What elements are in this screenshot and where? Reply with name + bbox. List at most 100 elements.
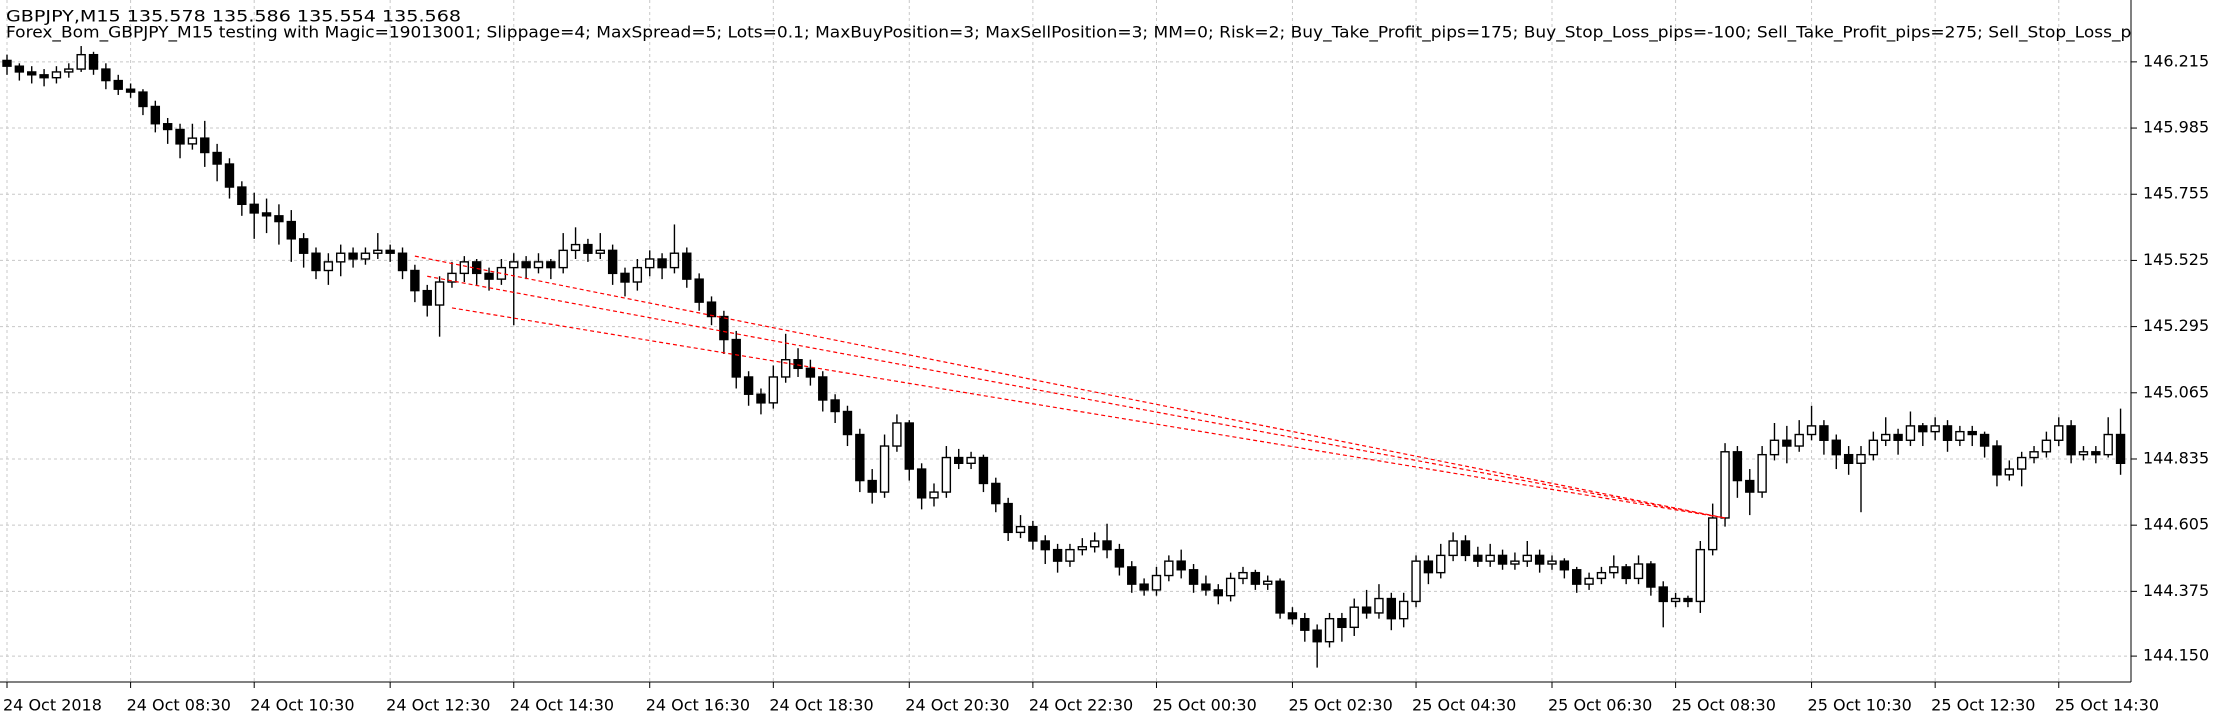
- candle-body: [1856, 453, 1866, 464]
- candle-body: [385, 249, 395, 254]
- candle-body: [1263, 580, 1273, 585]
- plot: [2, 46, 2126, 668]
- candle-body: [1819, 425, 1829, 441]
- candle-body: [1658, 586, 1668, 603]
- candle-body: [595, 249, 605, 254]
- candle-body: [1831, 439, 1841, 456]
- candle-body: [336, 252, 346, 263]
- candle-body: [632, 266, 643, 283]
- candle-body: [1238, 571, 1248, 580]
- candle-body: [64, 68, 74, 73]
- candle-body: [1782, 439, 1792, 447]
- chart-subtitle: Forex_Bom_GBPJPY_M15 testing with Magic=…: [6, 23, 2136, 43]
- candle-body: [39, 74, 49, 79]
- x-tick-label: 25 Oct 14:30: [2055, 696, 2159, 715]
- candle-body: [298, 238, 309, 254]
- candle-body: [496, 266, 507, 280]
- candle-body: [471, 261, 482, 275]
- candle-body: [1337, 617, 1347, 629]
- candle-body: [27, 71, 37, 76]
- x-tick-label: 25 Oct 04:30: [1412, 696, 1516, 715]
- y-tick-label: 144.605: [2143, 515, 2209, 534]
- candle-body: [1411, 560, 1421, 603]
- candle-body: [1015, 525, 1026, 534]
- candle-body: [2016, 456, 2027, 470]
- candle-body: [1300, 617, 1310, 631]
- candle-body: [1942, 425, 1953, 441]
- candle-body: [1868, 439, 1879, 456]
- candle-body: [546, 261, 556, 269]
- candle-body: [1918, 425, 1928, 433]
- candle-body: [1003, 502, 1013, 534]
- candle-body: [1127, 566, 1137, 585]
- candle-body: [1609, 566, 1619, 574]
- candle-body: [1213, 589, 1223, 597]
- candle-body: [1992, 445, 2002, 476]
- candle-body: [842, 410, 853, 436]
- candle-body: [1670, 597, 1681, 603]
- candle-body: [14, 65, 25, 73]
- candle-body: [682, 252, 692, 280]
- trade-line: [414, 255, 1726, 519]
- candle-body: [706, 301, 717, 318]
- y-tick-label: 145.065: [2143, 382, 2209, 401]
- candle-body: [1114, 548, 1125, 568]
- candle-body: [1572, 569, 1582, 585]
- candle-body: [1967, 430, 1977, 436]
- candle-body: [694, 278, 704, 303]
- candle-body: [175, 128, 185, 145]
- candle-body: [1955, 430, 1965, 441]
- candle-body: [1646, 563, 1656, 588]
- y-tick-label: 145.985: [2143, 118, 2209, 137]
- candle-body: [954, 456, 964, 464]
- candle-body: [1621, 566, 1631, 580]
- x-tick-label: 25 Oct 10:30: [1808, 696, 1912, 715]
- trade-line: [451, 307, 1726, 519]
- candle-body: [323, 261, 334, 272]
- candle-body: [805, 367, 816, 378]
- candle-body: [138, 91, 148, 108]
- x-tick-label: 24 Oct 10:30: [250, 696, 354, 715]
- candle-body: [1596, 571, 1607, 580]
- y-tick-label: 144.835: [2143, 448, 2209, 467]
- candle-body: [1201, 583, 1211, 591]
- candle-body: [1250, 571, 1261, 585]
- candle-body: [1497, 554, 1508, 565]
- x-tick-label: 24 Oct 14:30: [510, 696, 614, 715]
- candle-body: [1547, 560, 1557, 565]
- candle-body: [1275, 580, 1285, 614]
- candle-body: [1806, 425, 1817, 436]
- candle-body: [1757, 453, 1767, 493]
- candle-body: [1745, 479, 1755, 493]
- candle-body: [645, 258, 655, 269]
- candle-body: [904, 422, 914, 470]
- candle-body: [1324, 617, 1335, 643]
- candle-body: [274, 215, 284, 223]
- candle-body: [459, 261, 470, 275]
- candle-body: [1052, 548, 1063, 562]
- candle-body: [1164, 560, 1174, 577]
- candle-body: [150, 105, 161, 125]
- y-tick-label: 144.150: [2143, 646, 2209, 665]
- candle-body: [2029, 451, 2039, 459]
- candle-body: [447, 272, 457, 283]
- header: GBPJPY,M15 135.578 135.586 135.554 135.5…: [6, 7, 2136, 43]
- candle-body: [1522, 554, 1532, 562]
- candle-body: [991, 482, 1001, 505]
- candle-body: [51, 71, 62, 79]
- candle-body: [1534, 554, 1545, 565]
- candle-body: [2, 59, 12, 67]
- candle-body: [1139, 583, 1149, 591]
- candle-body: [793, 359, 803, 370]
- candle-body: [1732, 451, 1743, 482]
- candle-body: [731, 338, 741, 378]
- candle-body: [1374, 597, 1384, 614]
- candle-body: [879, 445, 890, 493]
- candle-body: [1151, 574, 1162, 591]
- candle-body: [76, 53, 86, 70]
- candle-body: [1349, 606, 1359, 629]
- candle-body: [941, 456, 952, 493]
- candle-body: [2041, 439, 2052, 453]
- candle-body: [1361, 606, 1372, 614]
